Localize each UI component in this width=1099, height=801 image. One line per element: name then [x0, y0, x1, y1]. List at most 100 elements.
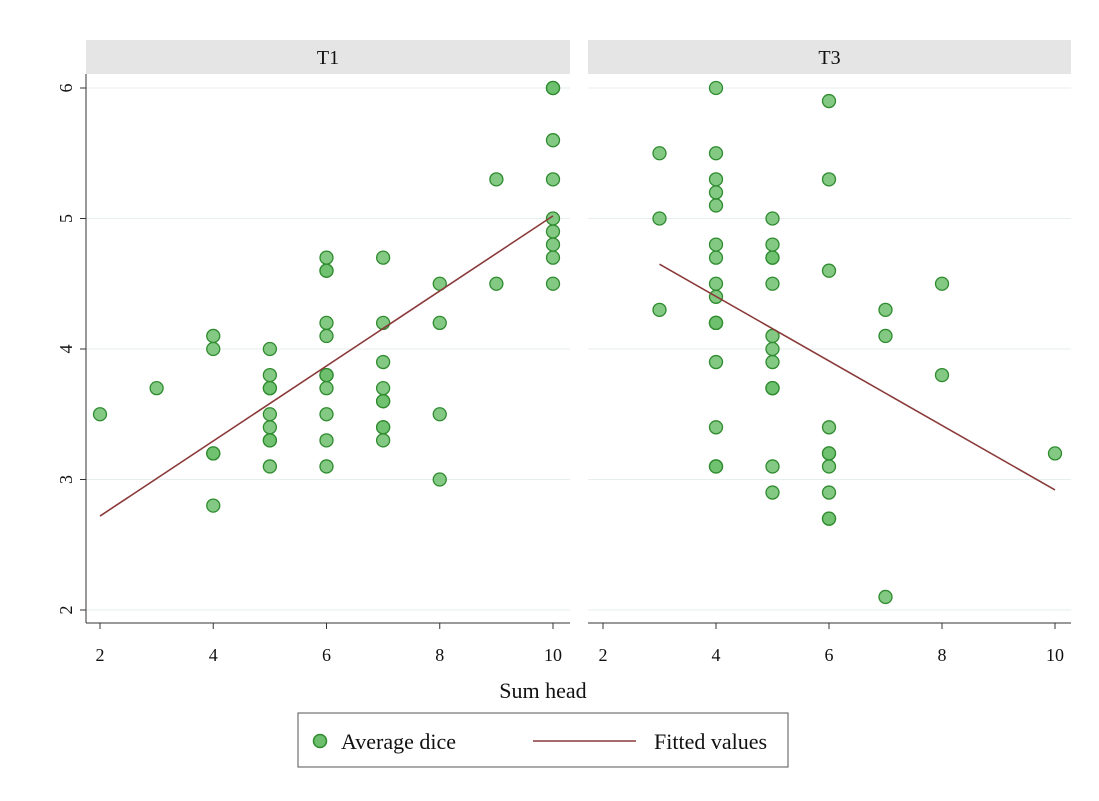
x-tick-label-t3-8: 8	[938, 645, 947, 665]
x-axis-title: Sum head	[499, 678, 586, 703]
data-point-t3-32	[821, 93, 837, 109]
legend-box	[297, 712, 789, 768]
y-tick-label-4: 4	[56, 345, 76, 354]
fitted-line-t3	[659, 263, 1056, 491]
data-point-t1-11	[262, 407, 278, 422]
data-point-t3-1	[652, 211, 667, 226]
panel-header-t1	[86, 40, 570, 74]
data-point-t3-39	[821, 485, 837, 500]
data-point-t1-23	[319, 367, 334, 383]
data-point-t1-26	[319, 433, 334, 448]
data-point-t3-46	[934, 367, 950, 383]
data-point-t1-31	[375, 380, 391, 396]
x-tick-label-t1-8: 8	[435, 645, 444, 665]
data-point-t3-5	[708, 172, 724, 187]
panel-t3: T3 2 4 6 8 10	[588, 40, 1071, 665]
data-point-t1-20	[319, 328, 334, 344]
data-point-t3-16	[708, 420, 724, 435]
data-point-t1-8	[262, 367, 278, 383]
data-point-t3-18	[708, 459, 724, 474]
data-point-t3-8	[708, 237, 724, 252]
data-point-t3-0	[652, 146, 667, 161]
data-point-t3-30	[765, 459, 780, 474]
data-point-t3-25	[765, 341, 780, 357]
data-point-t3-29	[765, 380, 780, 396]
data-point-t1-14	[262, 433, 278, 448]
y-tick-label-5: 5	[56, 214, 76, 223]
data-point-t1-3	[206, 341, 221, 357]
data-point-t3-38	[821, 459, 837, 474]
data-point-t3-20	[765, 237, 780, 252]
data-point-t1-30	[375, 354, 391, 370]
x-tick-label-t3-10: 10	[1046, 645, 1064, 665]
legend: Average dice Fitted values	[297, 712, 789, 768]
data-point-t3-37	[821, 446, 837, 461]
data-point-t1-16	[319, 250, 334, 265]
data-point-t1-49	[545, 224, 561, 239]
y-tick-label-6: 6	[56, 84, 76, 93]
data-point-t3-35	[821, 420, 837, 435]
data-point-t1-28	[375, 250, 391, 265]
data-point-t1-24	[319, 380, 334, 396]
data-point-t3-34	[821, 263, 837, 278]
data-point-t3-10	[708, 276, 724, 291]
x-tick-label-t3-2: 2	[599, 645, 608, 665]
data-point-t3-22	[765, 250, 780, 265]
data-point-t3-9	[708, 250, 724, 265]
data-point-t1-25	[319, 407, 334, 422]
data-point-t1-51	[545, 250, 561, 265]
data-point-t3-2	[652, 302, 667, 318]
data-point-t1-42	[489, 276, 504, 291]
data-point-t1-6	[206, 498, 221, 513]
panel-title-t1: T1	[317, 47, 339, 69]
x-tick-label-t1-10: 10	[544, 645, 562, 665]
data-point-t3-41	[821, 511, 837, 526]
data-point-t3-15	[708, 354, 724, 370]
data-point-t3-31	[765, 485, 780, 500]
data-point-t1-38	[432, 315, 447, 331]
data-point-t1-35	[375, 420, 391, 435]
legend-label-fitted-values: Fitted values	[654, 729, 767, 754]
data-point-t1-33	[375, 394, 391, 409]
data-point-t3-6	[708, 185, 724, 200]
data-point-t1-52	[545, 276, 561, 291]
x-tick-label-t1-2: 2	[96, 645, 105, 665]
data-point-t1-47	[545, 172, 561, 187]
data-point-t3-3	[708, 80, 724, 96]
data-point-t1-50	[545, 237, 561, 252]
data-point-t1-15	[262, 459, 278, 474]
x-tick-label-t1-6: 6	[322, 645, 331, 665]
data-point-t1-18	[319, 263, 334, 278]
data-point-t3-43	[878, 328, 893, 344]
data-point-t1-7	[262, 341, 278, 357]
data-point-t1-0	[92, 407, 108, 422]
data-point-t1-40	[432, 472, 447, 487]
panels: T1 2 4 6 8 10 2 3 4 5 6 T3 2 4 6 8 10	[56, 40, 1071, 665]
x-tick-label-t1-4: 4	[209, 645, 218, 665]
data-point-t3-4	[708, 146, 724, 161]
data-point-t3-19	[765, 211, 780, 226]
data-point-t3-47	[1047, 446, 1063, 461]
fitted-line-t1	[99, 215, 554, 517]
data-point-t3-23	[765, 276, 780, 291]
data-point-t3-45	[934, 276, 950, 291]
x-tick-label-t3-6: 6	[825, 645, 834, 665]
data-point-t1-29	[375, 315, 391, 331]
data-point-t1-27	[319, 459, 334, 474]
x-tick-label-t3-4: 4	[712, 645, 721, 665]
legend-marker-average-dice	[312, 733, 328, 749]
data-point-t1-1	[149, 380, 164, 396]
data-point-t1-10	[262, 380, 278, 396]
legend-label-average-dice: Average dice	[341, 729, 456, 754]
data-point-t1-2	[206, 328, 221, 344]
data-point-t1-12	[262, 420, 278, 435]
y-tick-label-3: 3	[56, 475, 76, 484]
y-tick-label-2: 2	[56, 606, 76, 615]
data-point-t1-36	[375, 433, 391, 448]
panel-title-t3: T3	[818, 47, 840, 69]
data-point-t3-33	[821, 172, 837, 187]
data-point-t3-44	[878, 589, 893, 605]
panel-t1: T1 2 4 6 8 10 2 3 4 5 6	[56, 40, 570, 665]
data-point-t3-14	[708, 315, 724, 331]
